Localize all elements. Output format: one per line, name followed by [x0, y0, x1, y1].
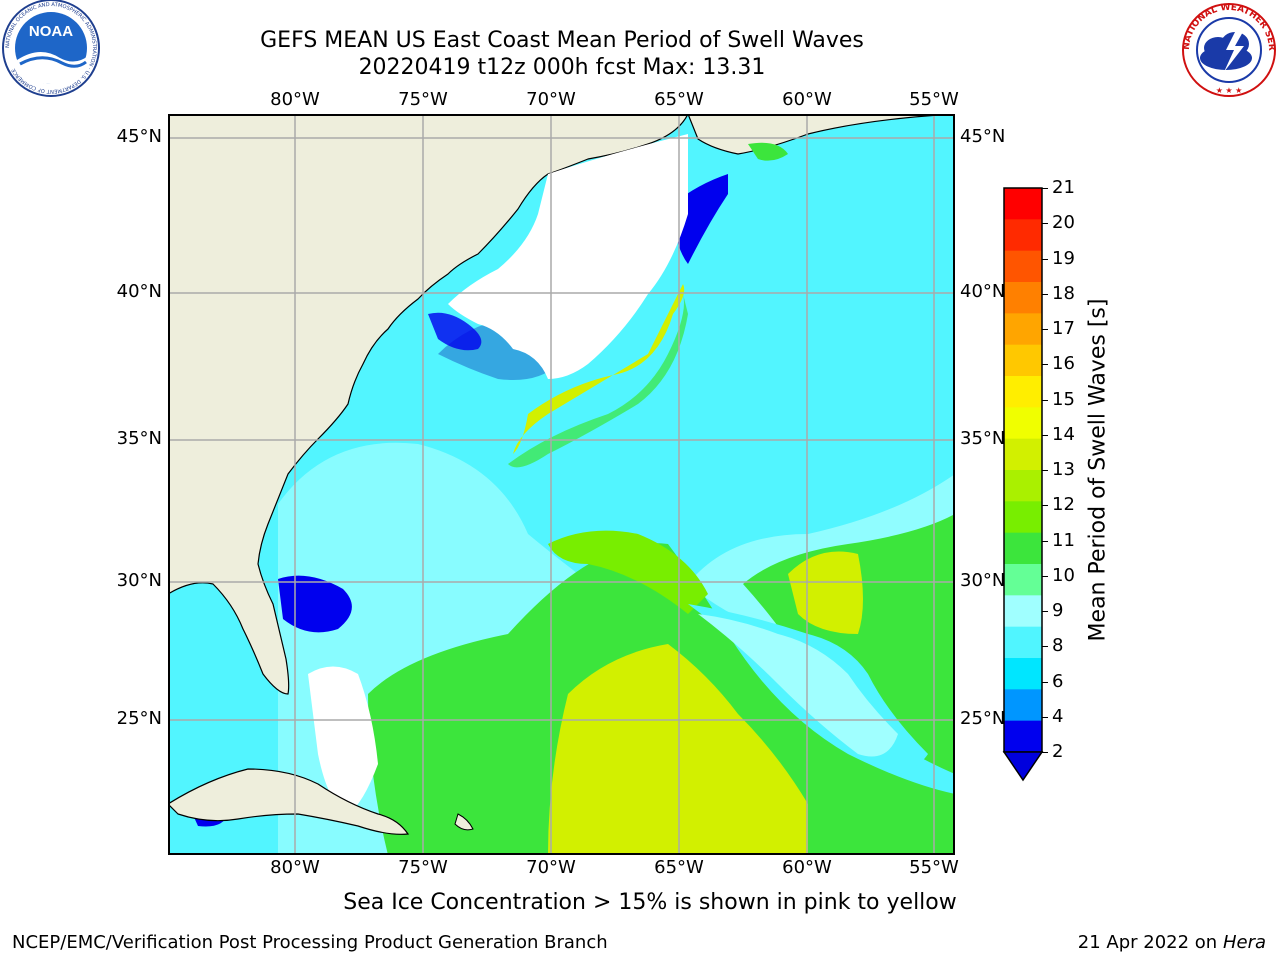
lat-tick-left: 40°N — [116, 281, 162, 302]
colorbar-tick-label: 16 — [1052, 353, 1075, 375]
colorbar-swatch — [1004, 344, 1042, 377]
lon-tick-top: 70°W — [526, 89, 576, 110]
colorbar-swatch — [1004, 188, 1042, 220]
colorbar-tick-mark — [1042, 505, 1048, 507]
colorbar-swatch — [1004, 438, 1042, 471]
colorbar-tick-label: 2 — [1052, 741, 1064, 762]
colorbar-tick-mark — [1042, 223, 1048, 225]
colorbar-tick-mark — [1042, 293, 1048, 295]
colorbar-extend-arrow — [1002, 751, 1044, 782]
lat-tick-left: 45°N — [116, 126, 162, 147]
colorbar-tick-label: 12 — [1052, 494, 1075, 516]
swell-zone-2-4s — [278, 575, 352, 633]
generation-date: 21 Apr 2022 on Hera — [1077, 932, 1266, 953]
colorbar-title: Mean Period of Swell Waves [s] — [1085, 298, 1111, 642]
colorbar-tick-mark — [1042, 646, 1048, 648]
lat-tick-left: 30°N — [116, 570, 162, 591]
colorbar-tick-mark — [1042, 329, 1048, 330]
colorbar-tick-label: 11 — [1052, 529, 1075, 551]
lon-tick-bottom: 80°W — [270, 857, 320, 878]
colorbar-tick-label: 4 — [1052, 705, 1064, 727]
colorbar-tick-label: 21 — [1052, 177, 1075, 198]
producer-credit: NCEP/EMC/Verification Post Processing Pr… — [12, 932, 608, 953]
colorbar-swatch — [1004, 689, 1042, 722]
colorbar-swatch — [1004, 219, 1042, 252]
lat-tick-right: 30°N — [960, 570, 1006, 591]
colorbar-swatch — [1004, 564, 1042, 596]
lon-tick-bottom: 65°W — [654, 857, 704, 878]
svg-text:★ ★ ★: ★ ★ ★ — [1216, 86, 1243, 95]
lat-tick-right: 40°N — [960, 281, 1006, 302]
lon-tick-top: 80°W — [270, 89, 320, 110]
map-subtitle: 20220419 t12z 000h fcst Max: 13.31 — [358, 55, 766, 80]
colorbar-tick-mark — [1042, 188, 1048, 189]
colorbar-tick-label: 9 — [1052, 600, 1064, 621]
map-title: GEFS MEAN US East Coast Mean Period of S… — [260, 28, 864, 53]
colorbar-tick-mark — [1042, 752, 1048, 753]
colorbar-tick-label: 14 — [1052, 423, 1075, 445]
sea-ice-note: Sea Ice Concentration > 15% is shown in … — [343, 890, 957, 915]
lat-tick-right: 25°N — [960, 708, 1006, 729]
colorbar-tick-mark — [1042, 611, 1048, 612]
colorbar-tick-mark — [1042, 258, 1048, 260]
colorbar-tick-label: 8 — [1052, 635, 1064, 657]
lat-tick-right: 45°N — [960, 126, 1006, 147]
colorbar-tick-mark — [1042, 470, 1048, 471]
colorbar-swatch — [1004, 595, 1042, 628]
lat-tick-left: 35°N — [116, 428, 162, 449]
lon-tick-top: 75°W — [398, 89, 448, 110]
swell-zone-12-13s — [548, 644, 808, 854]
nws-logo: NATIONAL WEATHER SERVICE ★ ★ ★ — [1178, 0, 1276, 97]
colorbar-swatch — [1004, 250, 1042, 283]
host-name: Hera — [1222, 932, 1266, 953]
colorbar-tick-mark — [1042, 540, 1048, 542]
colorbar-swatch — [1004, 720, 1042, 753]
colorbar-swatch — [1004, 282, 1042, 314]
lon-tick-top: 65°W — [654, 89, 704, 110]
land-cuba — [169, 768, 410, 835]
colorbar-swatch — [1004, 470, 1042, 502]
colorbar — [1002, 187, 1044, 782]
colorbar-tick-mark — [1042, 716, 1048, 718]
lon-tick-bottom: 70°W — [526, 857, 576, 878]
colorbar-swatch — [1004, 626, 1042, 659]
colorbar-tick-mark — [1042, 434, 1048, 436]
colorbar-tick-mark — [1042, 575, 1048, 577]
colorbar-swatch — [1004, 658, 1042, 690]
colorbar-tick-label: 15 — [1052, 388, 1075, 410]
noaa-logo: NOAA NATIONAL OCEANIC AND ATMOSPHERIC AD… — [2, 0, 100, 97]
colorbar-swatch — [1004, 313, 1042, 346]
colorbar-tick-label: 18 — [1052, 282, 1075, 304]
colorbar-swatch — [1004, 532, 1042, 565]
colorbar-tick-label: 13 — [1052, 459, 1075, 480]
colorbar-tick-mark — [1042, 399, 1048, 401]
colorbar-swatch — [1004, 501, 1042, 534]
lat-tick-left: 25°N — [116, 708, 162, 729]
noaa-logo-text: NOAA — [29, 23, 73, 40]
lon-tick-top: 55°W — [909, 89, 959, 110]
lat-tick-right: 35°N — [960, 428, 1006, 449]
colorbar-tick-label: 6 — [1052, 670, 1064, 692]
colorbar-tick-label: 19 — [1052, 247, 1075, 269]
lon-tick-bottom: 60°W — [782, 857, 832, 878]
colorbar-swatch — [1004, 407, 1042, 440]
colorbar-swatch — [1004, 376, 1042, 408]
colorbar-tick-label: 10 — [1052, 564, 1075, 586]
land-north-america — [169, 115, 689, 695]
map-plot — [168, 114, 955, 855]
lon-tick-bottom: 55°W — [909, 857, 959, 878]
colorbar-tick-mark — [1042, 681, 1048, 683]
map-frame — [168, 114, 955, 855]
colorbar-tick-mark — [1042, 364, 1048, 366]
colorbar-tick-label: 20 — [1052, 212, 1075, 234]
map-gridlines — [168, 114, 955, 855]
lon-tick-bottom: 75°W — [398, 857, 448, 878]
colorbar-tick-label: 17 — [1052, 318, 1075, 339]
lon-tick-top: 60°W — [782, 89, 832, 110]
